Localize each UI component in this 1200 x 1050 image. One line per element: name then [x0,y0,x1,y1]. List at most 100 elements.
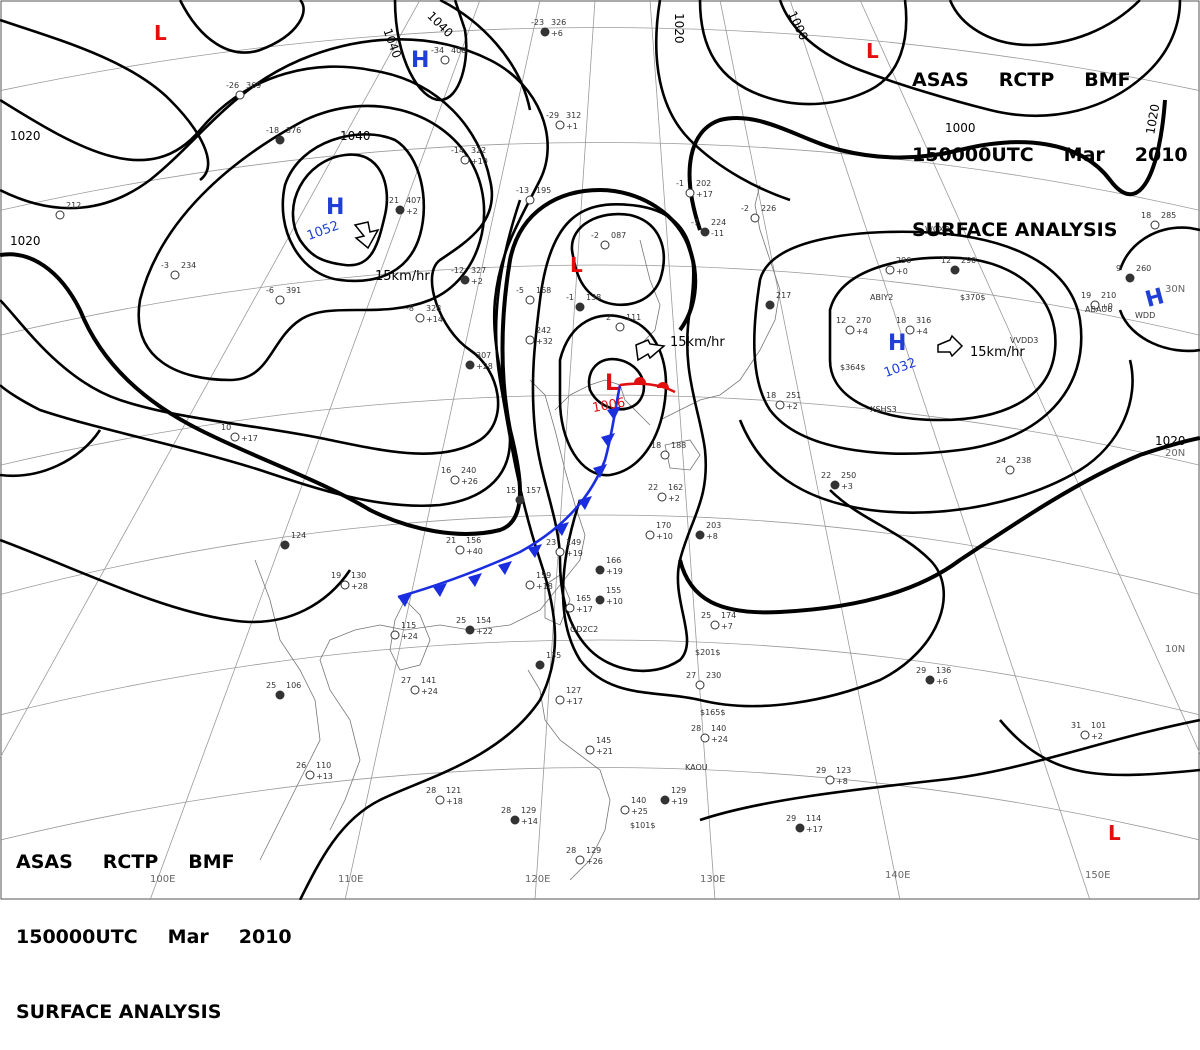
station-id: $364$ [840,363,865,372]
station-pressure: 155 [606,586,621,595]
station-temp: 28 [691,724,701,733]
station-circle-icon [660,450,670,460]
station-circle-icon [415,313,425,323]
isobar-1040 [281,133,426,283]
station-plot: -2 087 [591,231,626,250]
station-plot: 203+8 [695,521,721,541]
station-pressure: 224 [711,218,726,227]
station-pressure: 296 [896,256,911,265]
coastline-indochina [254,559,321,861]
station-tendency: +19 [671,797,688,806]
station-plot: 145+21 [585,736,613,756]
station-circle-icon [340,580,350,590]
station-circle-icon [450,475,460,485]
stationary-front [397,377,676,607]
lat-line-5n [0,767,1200,841]
high-pressure-value: 1052 [305,218,341,243]
motion-arrow-icon [353,221,380,250]
cold-front-triangle-icon [433,583,447,597]
station-temp: -8 [406,304,414,313]
station-plot: 140+25 [620,796,648,816]
station-pressure: 260 [1136,264,1151,273]
station-pressure: 154 [476,616,491,625]
station-plot: 22 250 +3 [821,471,856,491]
station-pressure: 195 [536,186,551,195]
station-circle-icon [765,300,775,310]
isobar-label: 1020 [1155,434,1186,448]
station-circle-icon [525,195,535,205]
station-temp: 29 [816,766,826,775]
station-temp: 21 [446,536,456,545]
station-pressure: 202 [696,179,711,188]
header-month: Mar [1063,144,1105,166]
station-tendency: +28 [476,362,493,371]
header-station: RCTP [998,69,1055,91]
station-plot: 19 130 +28 [331,571,368,591]
station-temp: 12 [836,316,846,325]
station-circle-icon [1150,220,1160,230]
station-plot: 26 110 +13 [296,761,333,781]
isobar-1024-east [752,230,1083,455]
station-temp: -29 [546,111,559,120]
station-pressure: 115 [401,621,416,630]
station-pressure: 240 [461,466,476,475]
header-line-2: 150000UTC Mar 2010 [16,925,292,950]
station-tendency: +3 [841,482,853,491]
station-temp: -2 [591,231,599,240]
station-tendency: +26 [586,857,603,866]
station-plot: -26 369 [226,81,261,100]
station-temp: -23 [531,18,544,27]
chart-header-bottom: ASAS RCTP BMF 150000UTC Mar 2010 SURFACE ANA… [16,800,292,1050]
station-plot: 18 188 [651,441,686,460]
station-temp: 18 [896,316,906,325]
isobar-1012 [558,314,668,477]
station-plot: -29 312 +1 [546,111,581,131]
station-circle-icon [540,27,550,37]
station-plot: 28 121 +18 [426,786,463,806]
station-circle-icon [440,55,450,65]
station-pressure: 210 [1101,291,1116,300]
station-temp: 18 [1141,211,1151,220]
station-pressure: 234 [181,261,196,270]
station-plot: 129+19 [660,786,688,806]
station-tendency: +2 [786,402,798,411]
station-pressure: 127 [566,686,581,695]
station-plot: 127+17 [555,686,583,706]
isobar-label: 1040 [380,27,404,60]
header-station: RCTP [102,851,159,873]
station-tendency: +8 [706,532,718,541]
coastlines [254,184,781,881]
station-temp: 31 [1071,721,1081,730]
station-pressure: 130 [351,571,366,580]
isobar-1020-west [298,199,557,900]
cold-front-triangle-icon [498,561,512,575]
station-temp: -14 [451,146,464,155]
station-tendency: +14 [521,817,538,826]
station-temp: -13 [516,186,529,195]
isobar-1024 [0,187,698,536]
station-pressure: 106 [286,681,301,690]
station-circle-icon [395,205,405,215]
station-pressure: 285 [1161,211,1176,220]
station-temp: 22 [648,483,658,492]
station-circle-icon [275,295,285,305]
station-tendency: +4 [916,327,928,336]
station-plot: 18 251 +2 [766,391,801,411]
lon-label: 110E [338,874,363,885]
low-symbol: L [1108,821,1121,845]
station-circle-icon [620,805,630,815]
station-id: $101$ [630,821,655,830]
station-pressure: 242 [536,326,551,335]
header-code: BMF [188,851,235,873]
isobar-label: 1020 [10,129,41,143]
station-circle-icon [1005,465,1015,475]
station-pressure: 138 [586,293,601,302]
station-plot: 242+32 [525,326,553,346]
station-temp: 2 [606,313,611,322]
station-plot: -8 328 +14 [406,304,443,324]
station-pressure: 369 [246,81,261,90]
station-circle-icon [455,545,465,555]
header-code: BMF [1084,69,1131,91]
station-temp: -7 [691,218,699,227]
station-temp: 19 [1081,291,1091,300]
